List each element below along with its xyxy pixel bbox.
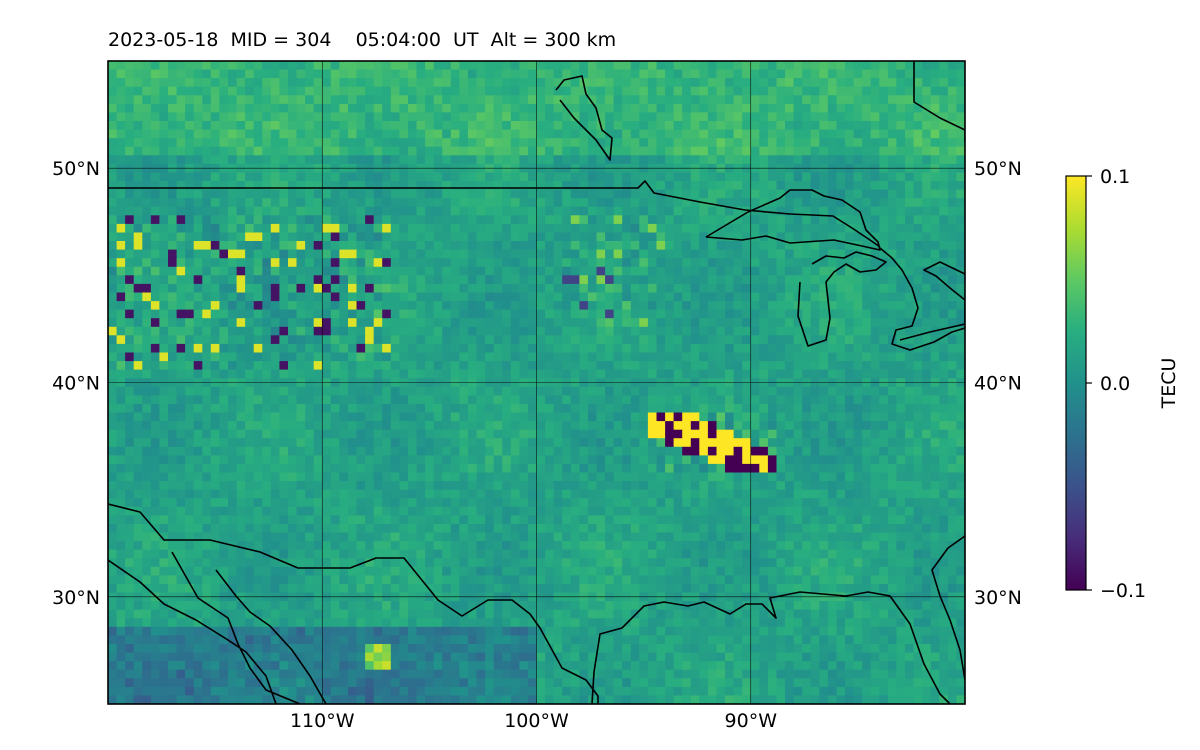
tec-field	[108, 61, 965, 704]
lake-michigan-outline	[797, 251, 887, 347]
lon-label: 90°W	[725, 710, 778, 732]
colorbar-tick-label: −0.1	[1100, 580, 1146, 602]
baja-california-east	[215, 569, 327, 704]
colorbar: 0.1 0.0 −0.1 TECU	[1065, 166, 1180, 602]
lat-label-left: 30°N	[52, 587, 100, 609]
lake-huron-outline	[879, 247, 965, 351]
title-date: 2023-05-18	[108, 29, 219, 51]
lake-erie-ontario-outline	[899, 261, 965, 341]
lat-label-left: 50°N	[52, 158, 100, 180]
colorbar-tick-label: 0.1	[1100, 166, 1130, 188]
gulf-of-california-coast	[171, 551, 301, 704]
title-alt: Alt = 300 km	[490, 29, 617, 51]
lon-labels: 110°W 100°W 90°W	[290, 710, 777, 732]
lat-labels-right: 50°N 40°N 30°N	[974, 158, 1022, 609]
colorbar-label: TECU	[1158, 358, 1180, 410]
colorbar-ticks: 0.1 0.0 −0.1	[1086, 166, 1146, 602]
gridlines	[108, 61, 965, 704]
title-time: 05:04:00 UT	[355, 29, 479, 51]
james-bay-coast	[555, 75, 613, 161]
lat-label-right: 50°N	[974, 158, 1022, 180]
us-canada-border	[108, 180, 881, 248]
colorbar-gradient	[1065, 175, 1087, 591]
coastlines	[108, 61, 965, 704]
gulf-coast	[591, 591, 951, 704]
lat-label-right: 40°N	[974, 373, 1022, 395]
us-mexico-border	[108, 503, 599, 704]
lat-labels-left: 50°N 40°N 30°N	[52, 158, 100, 609]
map-title: 2023-05-18 MID = 304 05:04:00 UT Alt = 3…	[108, 29, 616, 51]
lat-label-left: 40°N	[52, 373, 100, 395]
lake-superior-outline	[705, 189, 881, 251]
colorbar-tick-label: 0.0	[1100, 373, 1130, 395]
lon-label: 110°W	[290, 710, 355, 732]
map-frame	[107, 60, 966, 705]
hudson-bay-outline	[913, 61, 965, 142]
lat-label-right: 30°N	[974, 587, 1022, 609]
atlantic-coast	[931, 535, 965, 681]
lon-label: 100°W	[504, 710, 569, 732]
title-mid: MID = 304	[230, 29, 332, 51]
baja-california-west	[108, 559, 277, 704]
